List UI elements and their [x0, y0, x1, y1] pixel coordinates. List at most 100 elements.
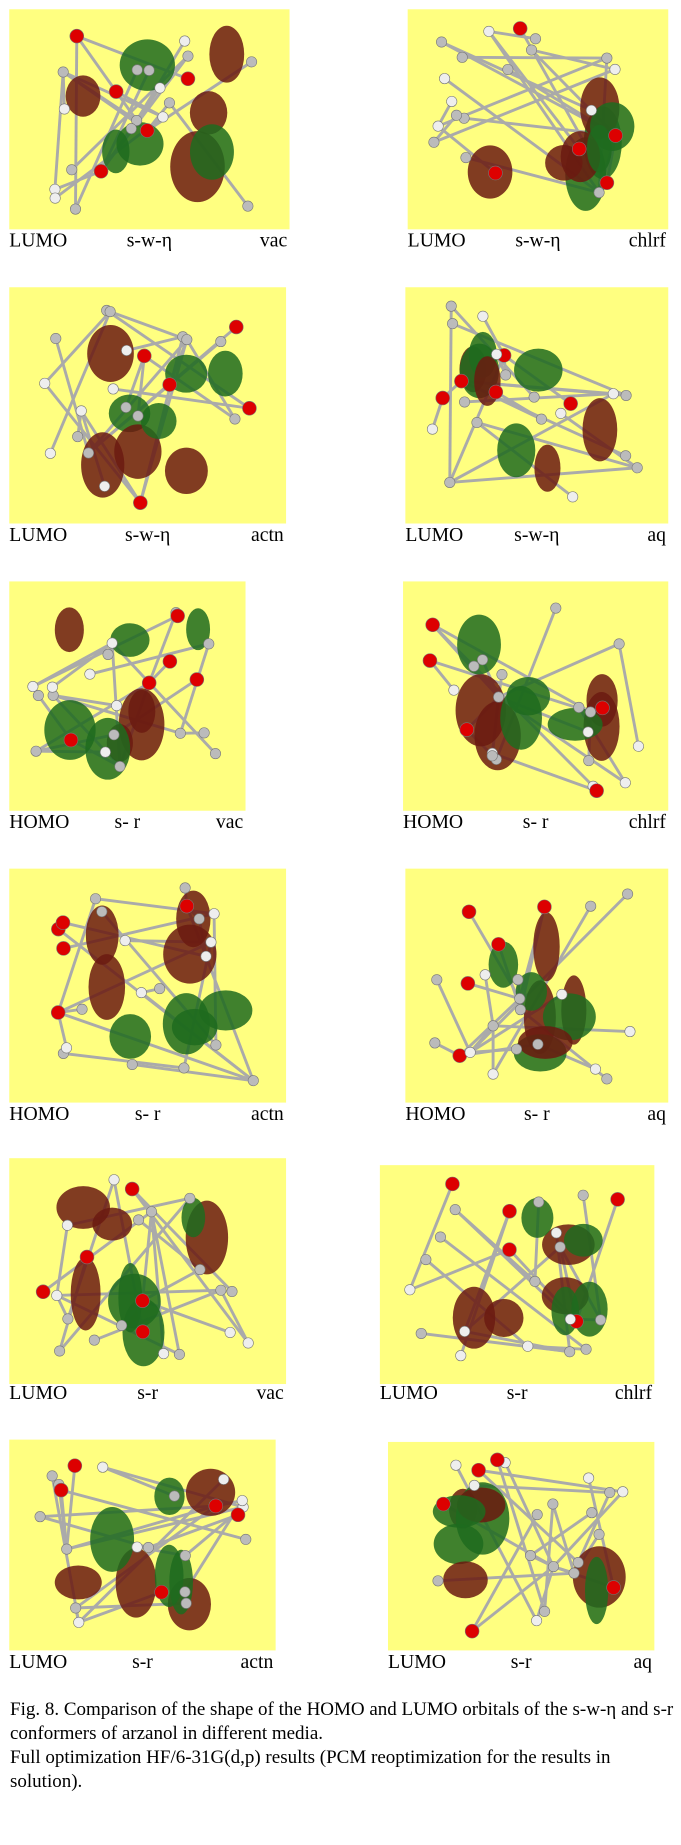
atom	[497, 669, 507, 679]
orbital-panel: LUMOs-ractn	[9, 1440, 275, 1673]
atom	[47, 682, 57, 692]
atom	[61, 1043, 71, 1053]
atom	[180, 1587, 190, 1597]
atom	[585, 707, 595, 717]
atom	[514, 993, 524, 1003]
orbital-lobe	[181, 1198, 205, 1238]
atom	[243, 1338, 253, 1348]
atom	[472, 1463, 486, 1477]
atom	[488, 1069, 498, 1079]
orbital-lobe	[534, 445, 560, 492]
atom	[421, 1254, 431, 1264]
atom	[484, 26, 494, 36]
medium-label: actn	[251, 524, 284, 546]
atom	[439, 73, 449, 83]
orbital-label: HOMO	[9, 811, 69, 833]
atom	[89, 1335, 99, 1345]
atom	[237, 1495, 247, 1505]
atom	[216, 336, 226, 346]
medium-label: vac	[216, 811, 244, 833]
medium-label: aq	[633, 1651, 652, 1673]
atom	[530, 34, 540, 44]
conformer-label: s- r	[524, 1103, 550, 1125]
conformer-label: s- r	[115, 811, 141, 833]
atom	[565, 1314, 575, 1324]
orbital-lobe	[518, 1026, 572, 1059]
orbital-label: LUMO	[408, 230, 466, 252]
atom	[40, 378, 50, 388]
atom	[533, 1197, 543, 1207]
atom	[67, 165, 77, 175]
atom	[461, 976, 475, 990]
atom	[242, 401, 256, 415]
orbital-panel: HOMOs- rchlrf	[403, 581, 668, 833]
atom	[529, 392, 539, 402]
orbital-label: HOMO	[403, 811, 463, 833]
atom	[416, 1328, 426, 1338]
atom	[231, 1508, 245, 1522]
atom	[445, 477, 455, 487]
atom	[105, 306, 115, 316]
conformer-label: s-w-η	[127, 230, 172, 252]
orbital-lobe	[587, 125, 612, 173]
atom	[515, 1004, 525, 1014]
atom	[488, 1021, 498, 1031]
atom	[181, 1598, 191, 1608]
atom	[585, 901, 595, 911]
atom	[28, 681, 38, 691]
orbital-lobe	[66, 75, 101, 116]
orbital-lobe	[141, 403, 177, 439]
atom	[533, 1039, 543, 1049]
atom	[503, 1204, 517, 1218]
atom	[600, 176, 614, 190]
atom	[80, 1250, 94, 1264]
atom	[111, 700, 121, 710]
atom	[164, 98, 174, 108]
atom	[429, 137, 439, 147]
atom	[469, 661, 479, 671]
atom	[229, 320, 243, 334]
atom	[54, 1346, 64, 1356]
atom	[503, 64, 513, 74]
atom	[556, 408, 566, 418]
atom	[182, 334, 192, 344]
bond	[462, 57, 607, 58]
atom	[216, 1285, 226, 1295]
orbital-lobe	[89, 954, 126, 1020]
atom	[594, 1529, 604, 1539]
atom	[181, 72, 195, 86]
atom	[133, 1215, 143, 1225]
atom	[478, 311, 488, 321]
atom	[155, 83, 165, 93]
atom	[35, 1511, 45, 1521]
figure: LUMOs-w-ηvacLUMOs-w-ηchlrfLUMOs-w-ηactnL…	[0, 0, 681, 1845]
atom	[194, 914, 204, 924]
orbital-label: HOMO	[9, 1103, 69, 1125]
atom	[557, 989, 567, 999]
orbital-label: LUMO	[9, 524, 67, 546]
atom	[209, 909, 219, 919]
atom	[602, 1074, 612, 1084]
atom	[57, 941, 71, 955]
orbital-panel: LUMOs-rchlrf	[380, 1165, 654, 1404]
atom	[218, 1474, 228, 1484]
orbital-lobe	[208, 351, 243, 397]
atom	[109, 1175, 119, 1185]
atom	[180, 1550, 190, 1560]
atom	[583, 1473, 593, 1483]
atom	[423, 654, 437, 668]
atom	[70, 204, 80, 214]
atom	[445, 1177, 459, 1191]
orbital-lobe	[453, 1287, 495, 1349]
orbital-lobe	[55, 607, 84, 652]
atom	[490, 1453, 504, 1467]
atom	[432, 975, 442, 985]
atom	[569, 1568, 579, 1578]
atom	[36, 1285, 50, 1299]
orbital-lobe	[165, 448, 208, 494]
caption-line: Full optimization HF/6-31G(d,p) results …	[10, 1746, 678, 1794]
atom	[493, 692, 503, 702]
atom	[199, 728, 209, 738]
atom	[489, 166, 503, 180]
atom	[70, 29, 84, 43]
